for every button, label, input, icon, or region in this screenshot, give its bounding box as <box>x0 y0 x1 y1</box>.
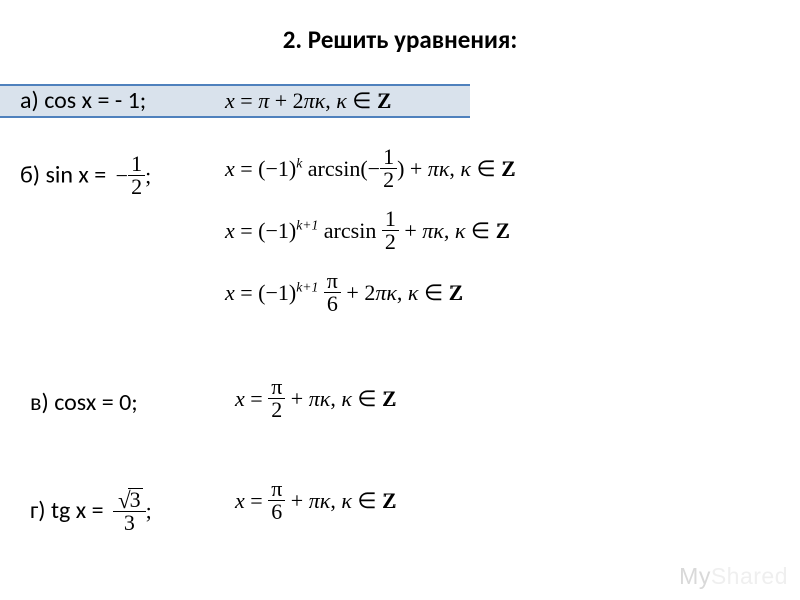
item-g-answer: x = π6 + πκ, κ ∈ Z <box>235 480 396 525</box>
item-b-answer-3: x = (−1)k+1 π6 + 2πκ, κ ∈ Z <box>225 272 462 317</box>
item-g-label: г) tg x = 33; <box>30 490 152 536</box>
item-v-answer: x = π2 + πκ, κ ∈ Z <box>235 378 396 423</box>
item-b-answer-2: x = (−1)k+1 arcsin 12 + πκ, κ ∈ Z <box>225 210 509 255</box>
item-b-answer-1: x = (−1)k arcsin(−12) + πκ, κ ∈ Z <box>225 148 515 193</box>
item-b-label-text: б) sin x = <box>20 161 106 190</box>
watermark: MyShared <box>679 563 788 590</box>
item-a-answer: x = π + 2πκ, κ ∈ Z <box>225 86 390 115</box>
page-title: 2. Решить уравнения: <box>0 24 800 55</box>
watermark-right: Shared <box>711 563 788 589</box>
watermark-left: My <box>679 563 711 589</box>
item-b-rhs: −12; <box>116 161 152 190</box>
item-a-label: а) cos x = - 1; <box>20 86 146 115</box>
item-g-rhs: 33; <box>113 496 152 525</box>
item-v-label: в) cosx = 0; <box>30 388 138 417</box>
item-b-label: б) sin x = −12; <box>20 155 151 200</box>
item-g-label-text: г) tg x = <box>30 496 104 525</box>
